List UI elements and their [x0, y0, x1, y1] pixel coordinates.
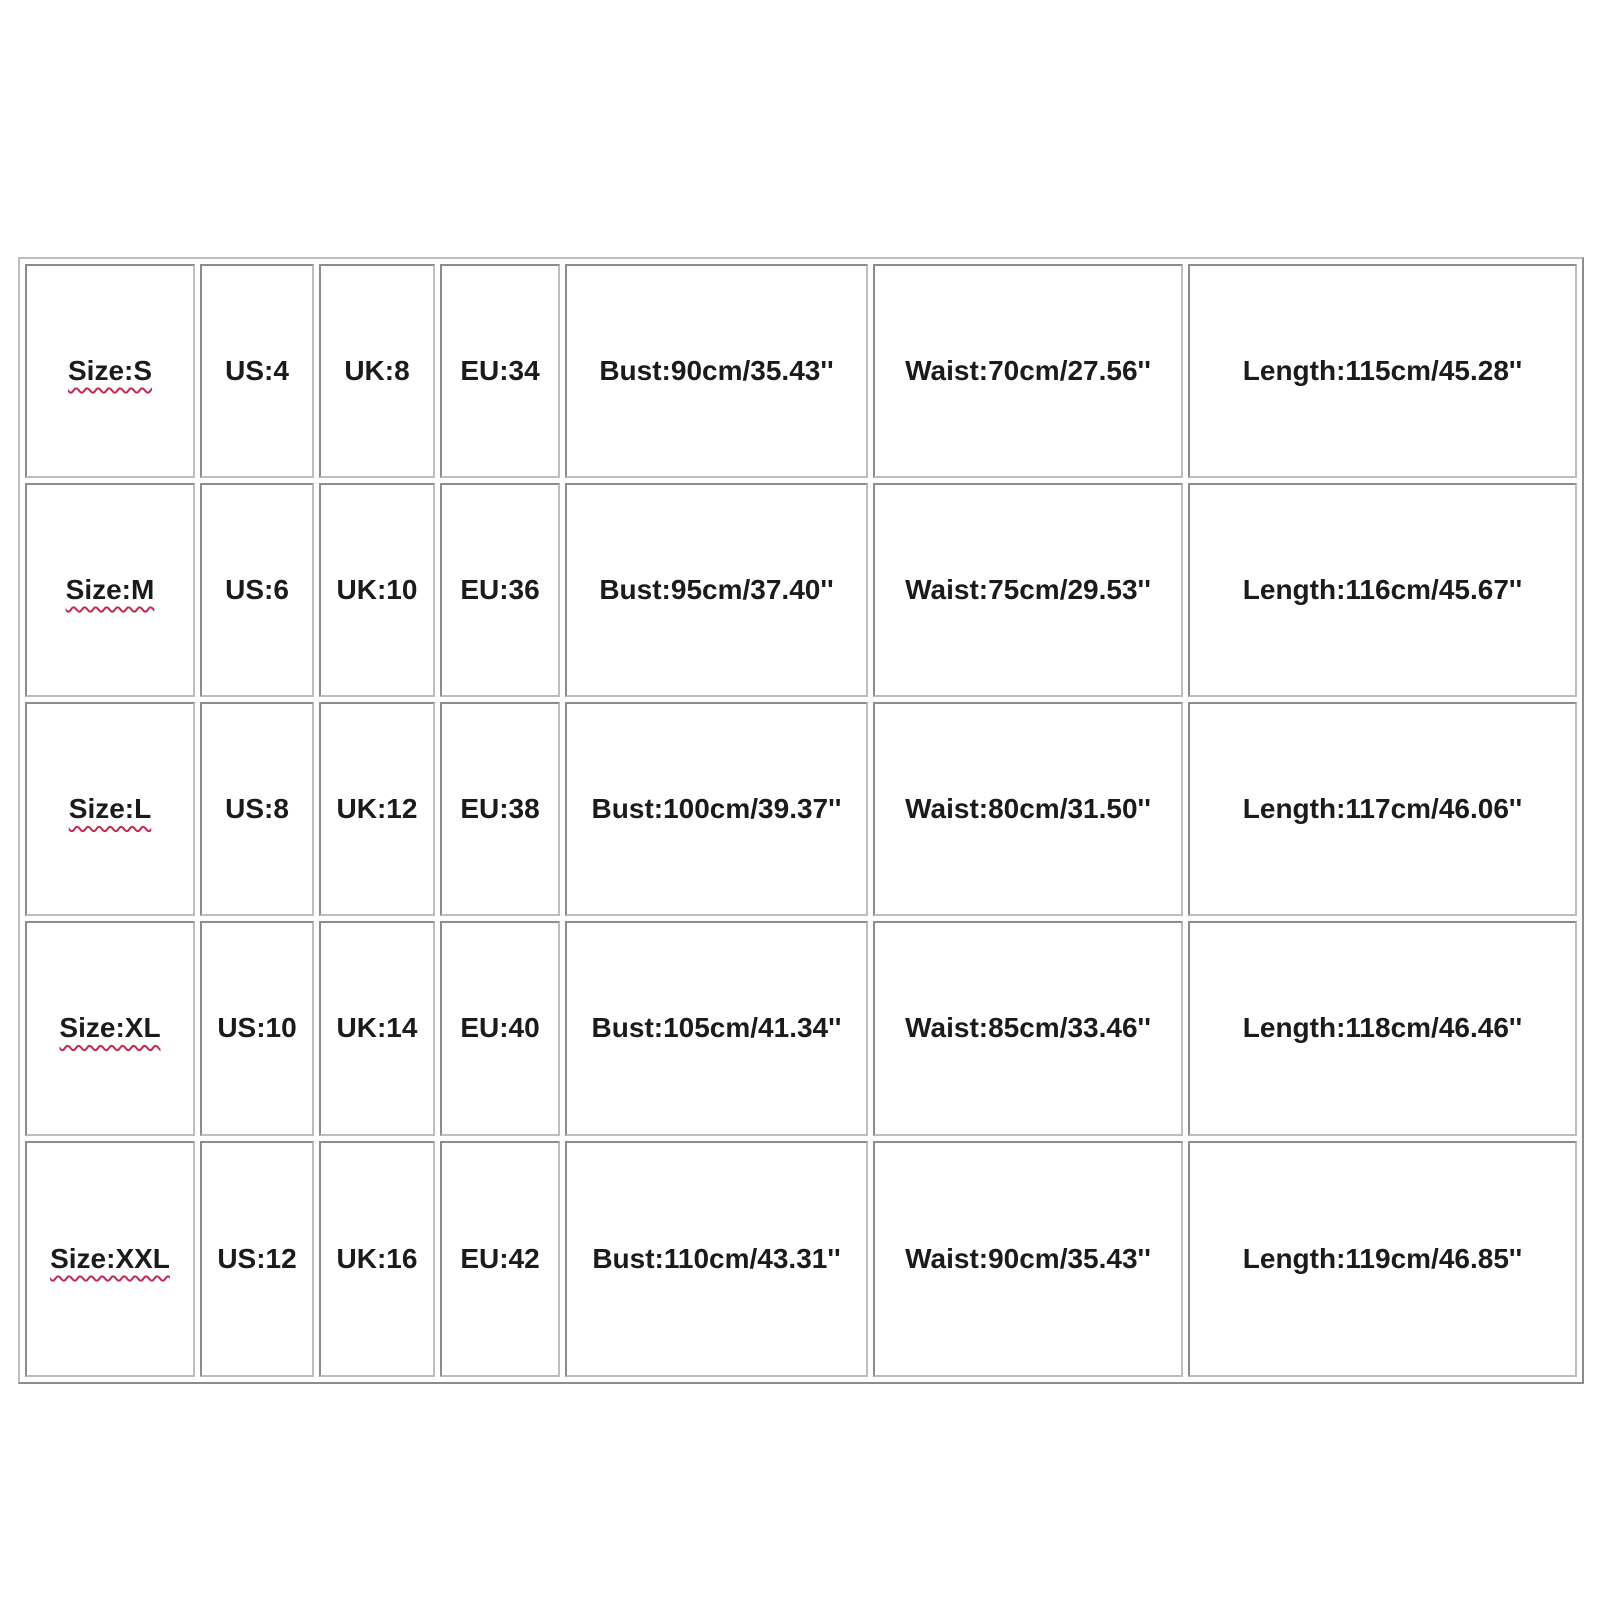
bust-cell: Bust:100cm/39.37''	[565, 702, 868, 917]
table-row: Size:XL US:10 UK:14 EU:40 Bust:105cm/41.…	[25, 921, 1577, 1136]
us-cell: US:4	[200, 264, 314, 479]
waist-cell: Waist:85cm/33.46''	[873, 921, 1183, 1136]
size-chart-table: Size:S US:4 UK:8 EU:34 Bust:90cm/35.43''…	[18, 257, 1584, 1384]
bust-cell: Bust:110cm/43.31''	[565, 1140, 868, 1377]
bust-cell: Bust:95cm/37.40''	[565, 483, 868, 698]
uk-cell: UK:16	[319, 1140, 435, 1377]
size-cell: Size:L	[25, 702, 195, 917]
us-cell: US:8	[200, 702, 314, 917]
table-row: Size:S US:4 UK:8 EU:34 Bust:90cm/35.43''…	[25, 264, 1577, 479]
uk-cell: UK:10	[319, 483, 435, 698]
size-cell: Size:XL	[25, 921, 195, 1136]
waist-cell: Waist:80cm/31.50''	[873, 702, 1183, 917]
waist-cell: Waist:90cm/35.43''	[873, 1140, 1183, 1377]
uk-cell: UK:14	[319, 921, 435, 1136]
uk-cell: UK:8	[319, 264, 435, 479]
table-row: Size:M US:6 UK:10 EU:36 Bust:95cm/37.40'…	[25, 483, 1577, 698]
size-label: Size:L	[68, 793, 152, 825]
size-cell: Size:M	[25, 483, 195, 698]
size-cell: Size:XXL	[25, 1140, 195, 1377]
length-cell: Length:119cm/46.85''	[1188, 1140, 1577, 1377]
size-label: Size:XL	[59, 1012, 161, 1044]
length-cell: Length:115cm/45.28''	[1188, 264, 1577, 479]
us-cell: US:10	[200, 921, 314, 1136]
us-cell: US:12	[200, 1140, 314, 1377]
eu-cell: EU:36	[440, 483, 560, 698]
length-cell: Length:117cm/46.06''	[1188, 702, 1577, 917]
eu-cell: EU:40	[440, 921, 560, 1136]
size-label: Size:XXL	[50, 1242, 170, 1274]
bust-cell: Bust:105cm/41.34''	[565, 921, 868, 1136]
waist-cell: Waist:70cm/27.56''	[873, 264, 1183, 479]
waist-cell: Waist:75cm/29.53''	[873, 483, 1183, 698]
length-cell: Length:116cm/45.67''	[1188, 483, 1577, 698]
table-row: Size:XXL US:12 UK:16 EU:42 Bust:110cm/43…	[25, 1140, 1577, 1377]
table-row: Size:L US:8 UK:12 EU:38 Bust:100cm/39.37…	[25, 702, 1577, 917]
length-cell: Length:118cm/46.46''	[1188, 921, 1577, 1136]
uk-cell: UK:12	[319, 702, 435, 917]
size-label: Size:M	[65, 574, 155, 606]
eu-cell: EU:38	[440, 702, 560, 917]
size-cell: Size:S	[25, 264, 195, 479]
eu-cell: EU:34	[440, 264, 560, 479]
size-label: Size:S	[67, 355, 153, 387]
eu-cell: EU:42	[440, 1140, 560, 1377]
bust-cell: Bust:90cm/35.43''	[565, 264, 868, 479]
us-cell: US:6	[200, 483, 314, 698]
